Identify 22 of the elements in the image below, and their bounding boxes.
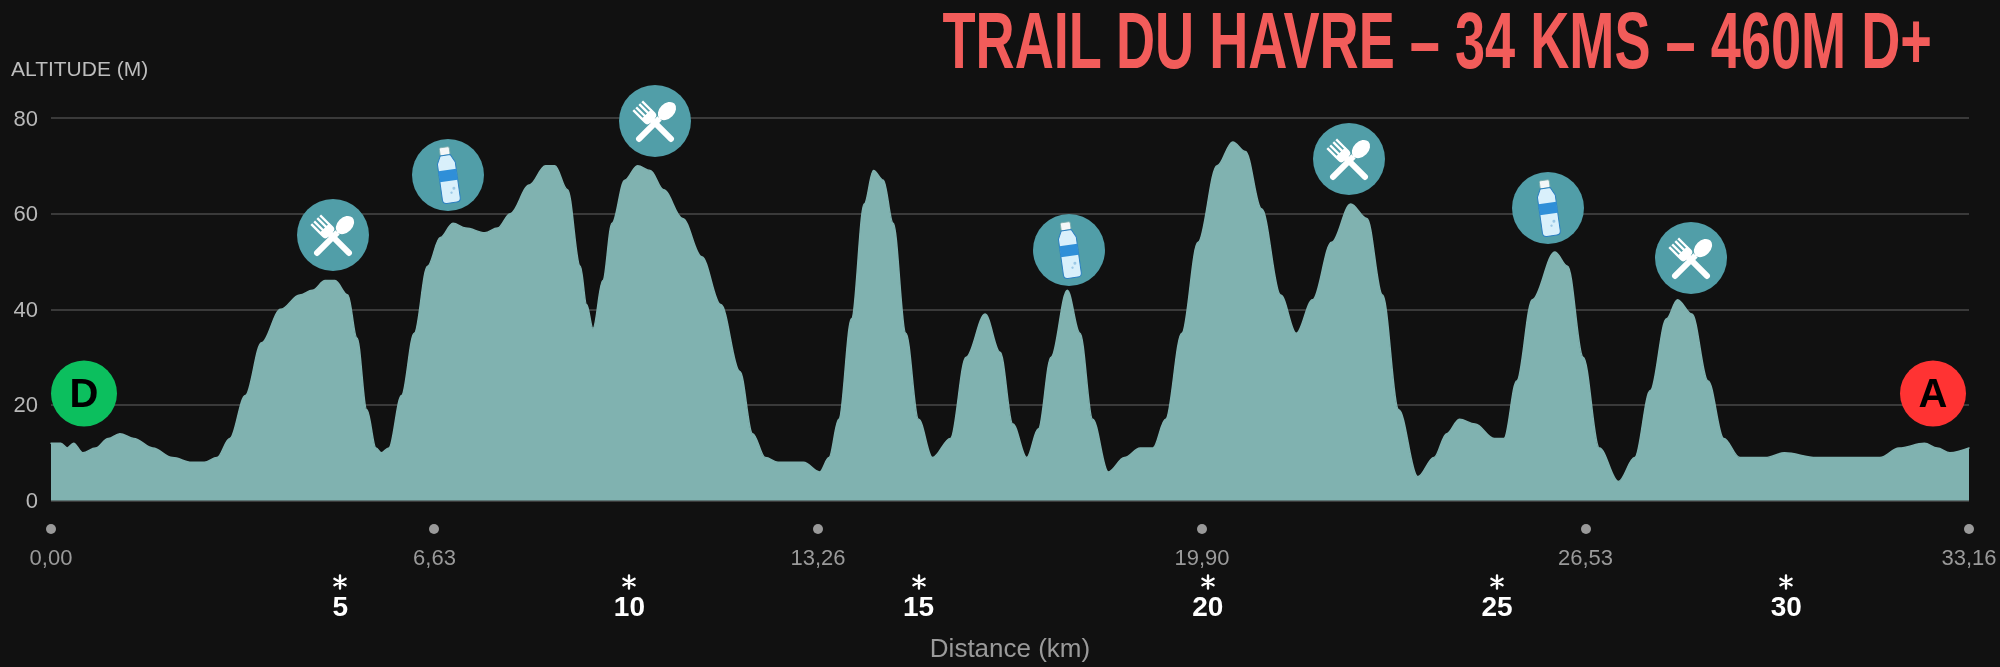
x-tick-label: 33,16 xyxy=(1941,545,1997,571)
x2-tick-label: 10 xyxy=(613,591,645,623)
x-tick-label: 13,26 xyxy=(790,545,846,571)
x2-tick-label: 30 xyxy=(1770,591,1802,623)
chart-title: TRAIL DU HAVRE – 34 KMS – 460M D+ xyxy=(942,0,1932,85)
x-tick-label: 6,63 xyxy=(413,545,456,571)
x2-tick-label: 5 xyxy=(332,591,348,623)
y-tick-label: 60 xyxy=(13,201,38,227)
annotation: A xyxy=(1918,371,1948,416)
x2-tick-label: 20 xyxy=(1192,591,1224,623)
y-tick-label: 20 xyxy=(13,392,38,418)
y-axis-title: ALTITUDE (M) xyxy=(11,56,149,80)
x-tick-label: 19,90 xyxy=(1174,545,1230,571)
x2-tick-label: 15 xyxy=(903,591,935,623)
x2-tick-label: 25 xyxy=(1481,591,1513,623)
y-tick-label: 40 xyxy=(13,296,38,322)
y-tick-label: 80 xyxy=(13,105,38,131)
y-tick-label: 0 xyxy=(25,488,38,514)
annotation: D xyxy=(69,371,99,416)
x-axis-title: Distance (km) xyxy=(929,632,1091,663)
x-tick-label: 26,53 xyxy=(1557,545,1614,571)
x-tick-label: 0,00 xyxy=(29,545,73,571)
